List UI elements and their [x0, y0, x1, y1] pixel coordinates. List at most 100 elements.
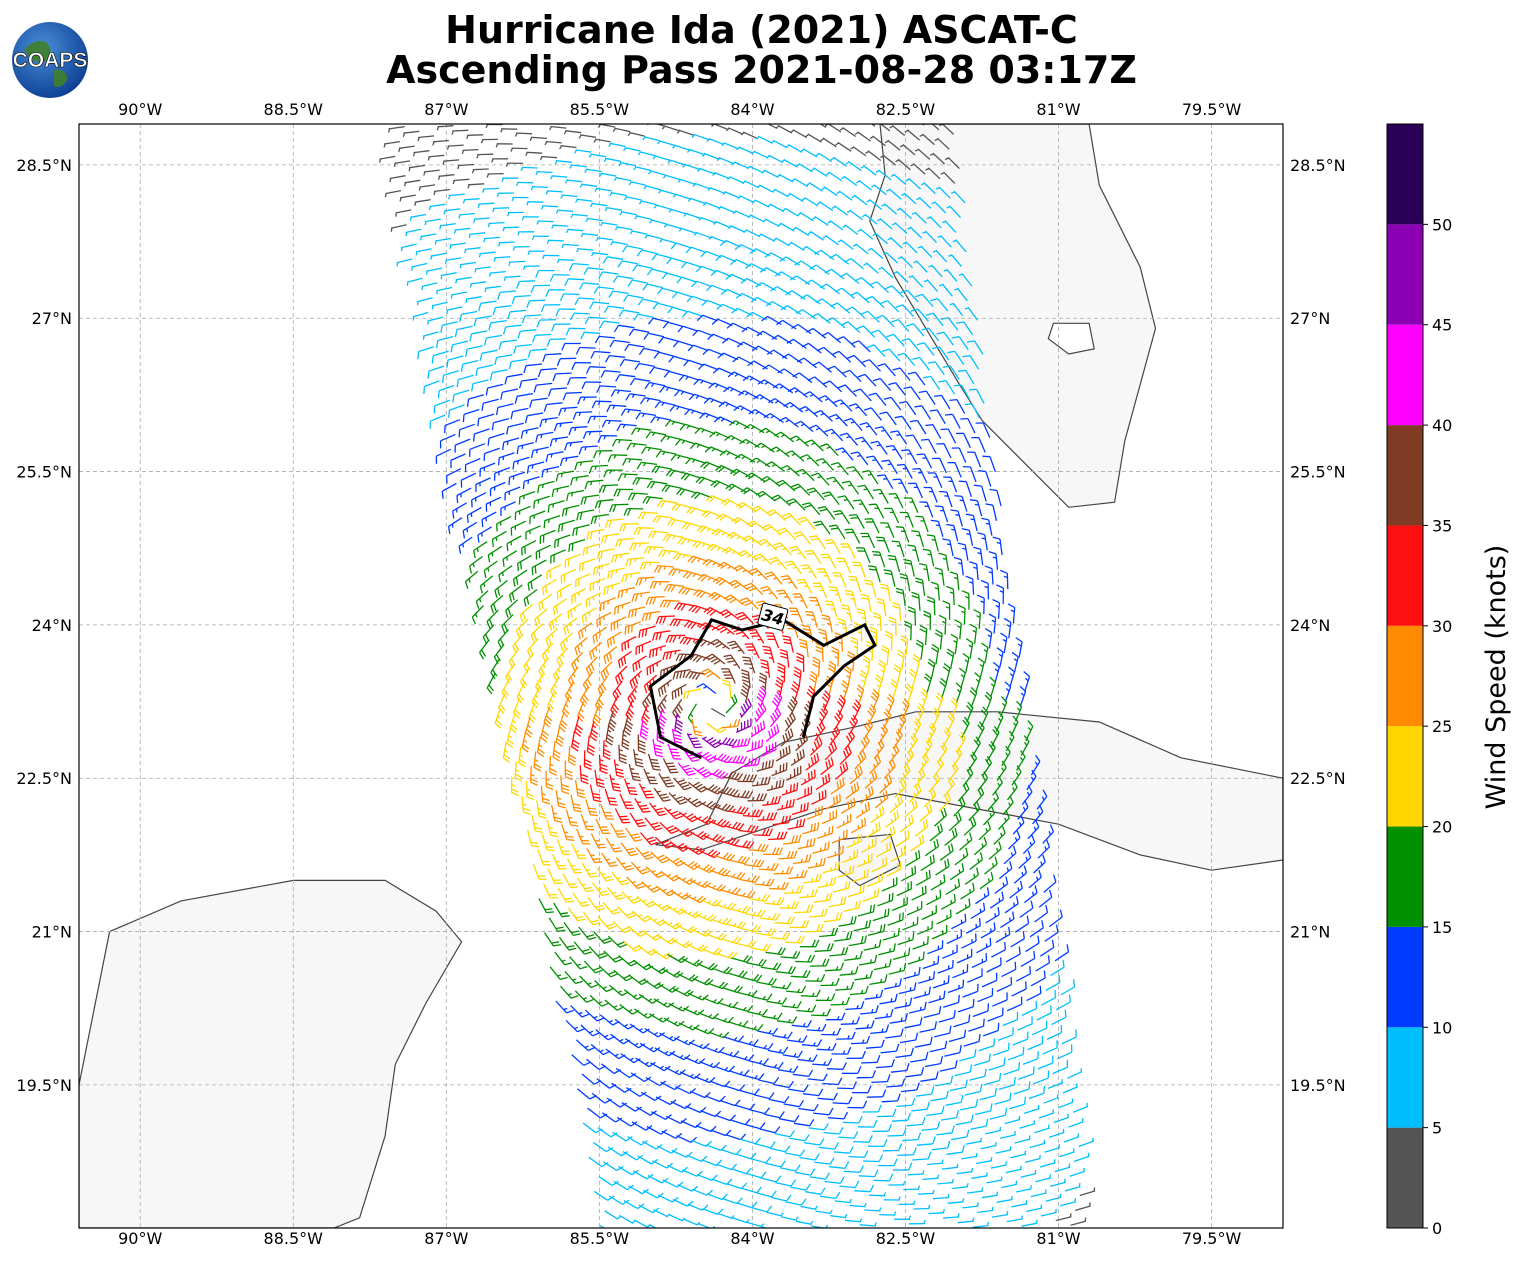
wind-barb: [530, 185, 549, 191]
wind-barb: [488, 270, 506, 277]
colorbar-bin: [1387, 324, 1423, 426]
wind-barb: [440, 321, 458, 334]
wind-barb: [598, 484, 619, 494]
wind-barb: [788, 241, 805, 251]
wind-barb: [610, 695, 620, 717]
wind-barb: [666, 257, 688, 265]
colorbar-bin: [1387, 525, 1423, 626]
wind-barb: [576, 701, 585, 723]
wind-barb: [555, 308, 576, 317]
wind-barb: [720, 288, 742, 297]
lon-tick-label: 81°W: [1036, 1229, 1080, 1248]
wind-barb: [471, 379, 489, 392]
wind-barb: [676, 487, 697, 496]
wind-barb: [692, 329, 714, 337]
wind-barb: [450, 340, 469, 353]
wind-barb: [607, 567, 626, 580]
wind-barb: [697, 167, 715, 175]
wind-barb: [580, 232, 599, 238]
wind-barb: [561, 342, 581, 351]
wind-barb: [583, 750, 592, 771]
wind-barb: [600, 370, 621, 378]
wind-barb: [656, 499, 678, 508]
wind-barb: [689, 442, 711, 450]
wind-barb: [542, 883, 559, 899]
wind-barb: [677, 537, 699, 546]
wind-barb: [489, 368, 508, 381]
wind-barb: [543, 402, 563, 412]
wind-barb: [507, 309, 527, 320]
colorbar-bin: [1387, 1027, 1423, 1128]
wind-barb: [421, 282, 438, 291]
wind-barb: [493, 466, 511, 481]
wind-barb: [694, 427, 716, 435]
wind-barb: [571, 730, 580, 752]
wind-barb: [521, 314, 541, 324]
wind-barb: [633, 313, 654, 321]
wind-barb: [585, 799, 598, 817]
wind-barb: [506, 727, 515, 749]
wind-barb: [398, 145, 415, 153]
wind-barb: [419, 233, 437, 241]
wind-barb: [570, 794, 582, 813]
wind-barb: [618, 161, 636, 167]
colorbar-bin: [1387, 124, 1423, 225]
wind-barb: [623, 196, 642, 201]
wind-barb: [683, 359, 705, 367]
wind-barb: [663, 370, 685, 378]
wind-barb: [523, 589, 538, 607]
wind-barb: [633, 166, 651, 172]
wind-barb: [706, 284, 727, 292]
wind-barb: [806, 182, 823, 192]
wind-barb: [596, 385, 617, 393]
wind-barb: [624, 621, 642, 635]
wind-barb: [672, 144, 690, 151]
wind-barb: [540, 304, 561, 313]
wind-barb: [514, 392, 534, 404]
lon-tick-label: 82.5°W: [876, 100, 936, 119]
wind-barb: [575, 828, 591, 845]
wind-barb: [517, 329, 537, 339]
wind-barb: [811, 167, 828, 177]
wind-barb: [628, 328, 650, 336]
wind-barb: [403, 179, 421, 187]
wind-barb: [549, 677, 560, 698]
wind-barb: [585, 656, 598, 676]
wind-barb: [577, 396, 597, 405]
wind-barb: [446, 144, 464, 150]
wind-barb: [596, 611, 612, 628]
colorbar-tick-label: 30: [1432, 617, 1452, 636]
wind-barb: [471, 168, 489, 174]
wind-barb: [406, 277, 423, 286]
wind-barb: [755, 135, 773, 144]
wind-barb: [603, 469, 623, 478]
wind-barb: [790, 129, 808, 139]
wind-barb: [511, 294, 531, 305]
wind-barb: [509, 712, 518, 734]
wind-barb: [703, 397, 725, 405]
wind-barb: [624, 343, 645, 352]
wind-barb: [428, 203, 446, 211]
wind-barb: [638, 200, 657, 206]
wind-barb: [468, 443, 486, 457]
wind-barb: [542, 578, 557, 596]
wind-barb: [595, 236, 613, 242]
wind-barb: [508, 584, 523, 603]
wind-barb: [402, 130, 420, 137]
wind-barb: [431, 350, 449, 364]
wind-barb: [570, 213, 588, 219]
wind-barb: [603, 157, 622, 163]
wind-barb: [486, 673, 496, 695]
wind-barb: [563, 617, 578, 636]
wind-barb: [427, 154, 445, 161]
wind-barb: [446, 355, 464, 368]
wind-barb: [485, 496, 502, 512]
wind-barb: [702, 348, 724, 356]
wind-barb: [440, 272, 457, 280]
wind-barb: [550, 804, 563, 823]
wind-barb: [652, 515, 673, 524]
wind-barb: [458, 536, 473, 554]
wind-barb: [700, 461, 722, 469]
wind-barb: [632, 655, 647, 672]
wind-barb: [563, 130, 582, 135]
